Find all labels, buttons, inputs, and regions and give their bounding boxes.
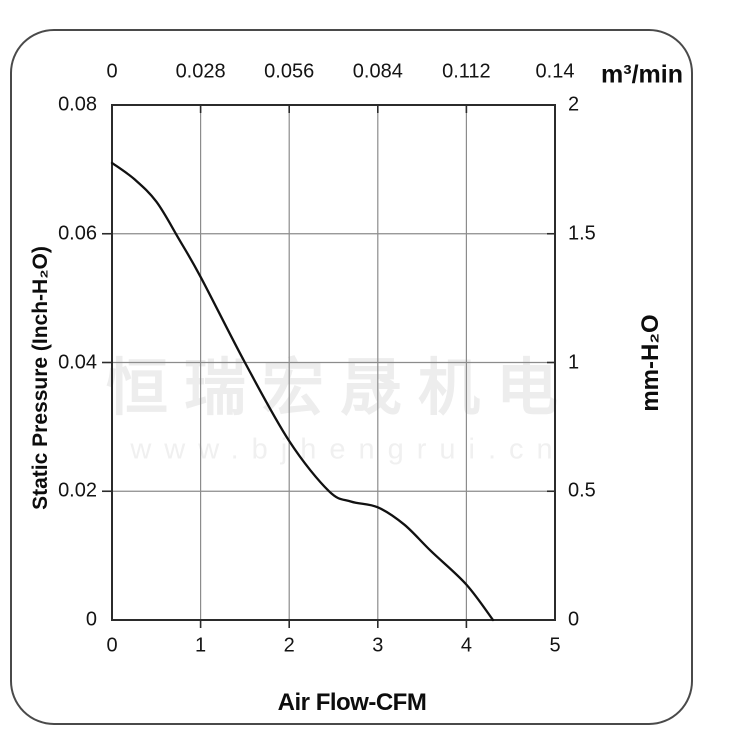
right-axis-tick-label: 2	[568, 93, 580, 116]
bottom-axis-tick-label: 3	[372, 634, 384, 657]
left-axis-tick-label: 0.08	[58, 93, 97, 116]
performance-curve-plot	[102, 104, 556, 628]
top-axis-tick-label: 0.028	[175, 60, 226, 83]
bottom-axis-title: Air Flow-CFM	[277, 689, 427, 716]
watermark-brand-text: 恒瑞宏晟机电	[105, 354, 575, 423]
right-axis-tick-label: 0	[568, 608, 580, 631]
bottom-axis-tick-label: 2	[283, 634, 295, 657]
bottom-axis-tick-label: 5	[549, 634, 561, 657]
left-axis-title: Static Pressure (Inch-H₂O)	[29, 246, 52, 510]
top-axis-tick-label: 0.14	[535, 60, 575, 83]
left-axis-tick-label: 0.04	[58, 351, 97, 373]
left-axis-tick-label: 0	[85, 608, 97, 631]
top-axis-tick-label: 0.056	[264, 60, 315, 83]
right-axis-tick-label: 1.5	[568, 222, 596, 245]
left-axis-tick-label: 0.06	[58, 222, 97, 245]
right-axis-tick-label: 1	[568, 351, 580, 373]
plot-frame	[111, 104, 556, 621]
top-axis-tick-label: 0.084	[352, 60, 403, 83]
right-axis-tick-label: 0.5	[568, 479, 596, 502]
panel-rounded-border	[10, 29, 693, 725]
left-axis-tick-label: 0.02	[58, 479, 97, 502]
pressure-airflow-curve	[110, 161, 495, 622]
bottom-axis-tick-label: 4	[460, 634, 472, 657]
right-axis-title: mm-H₂O	[637, 314, 664, 412]
top-axis-tick-label: 0.112	[442, 60, 491, 83]
top-axis-title: m³/min	[601, 60, 683, 89]
top-axis-tick-label: 0	[106, 60, 118, 83]
bottom-axis-tick-label: 1	[195, 634, 207, 657]
bottom-axis-tick-label: 0	[106, 634, 118, 657]
